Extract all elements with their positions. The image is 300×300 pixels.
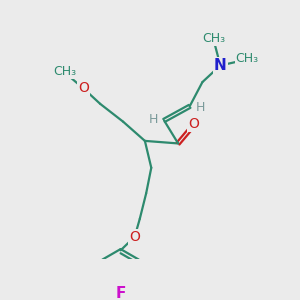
Text: O: O xyxy=(188,117,199,131)
Text: O: O xyxy=(78,82,89,95)
Text: F: F xyxy=(116,286,126,300)
Text: H: H xyxy=(196,101,205,114)
Text: H: H xyxy=(148,113,158,126)
Text: CH₃: CH₃ xyxy=(202,32,226,45)
Text: CH₃: CH₃ xyxy=(236,52,259,65)
Text: N: N xyxy=(214,58,227,73)
Text: O: O xyxy=(129,230,140,244)
Text: CH₃: CH₃ xyxy=(53,65,76,78)
